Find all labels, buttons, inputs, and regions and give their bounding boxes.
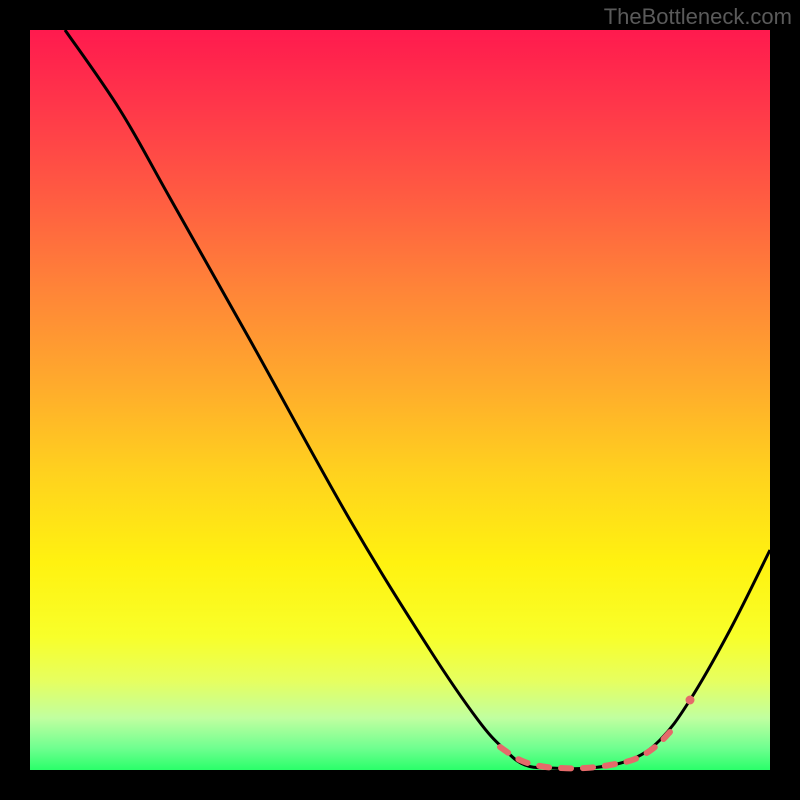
watermark-text: TheBottleneck.com (604, 4, 792, 30)
chart-svg (30, 30, 770, 770)
optimal-outlier-dot (686, 696, 695, 705)
plot-background (30, 30, 770, 770)
plot-area (30, 30, 770, 770)
optimal-outlier-dots (686, 696, 695, 705)
chart-container: TheBottleneck.com (0, 0, 800, 800)
